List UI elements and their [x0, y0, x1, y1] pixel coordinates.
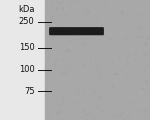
Text: 100: 100 — [19, 65, 34, 74]
FancyBboxPatch shape — [50, 28, 103, 35]
Text: 150: 150 — [19, 44, 34, 53]
Bar — [45, 0, 150, 120]
Text: kDa: kDa — [18, 5, 34, 14]
Text: 75: 75 — [24, 87, 34, 96]
Text: 250: 250 — [19, 17, 34, 26]
